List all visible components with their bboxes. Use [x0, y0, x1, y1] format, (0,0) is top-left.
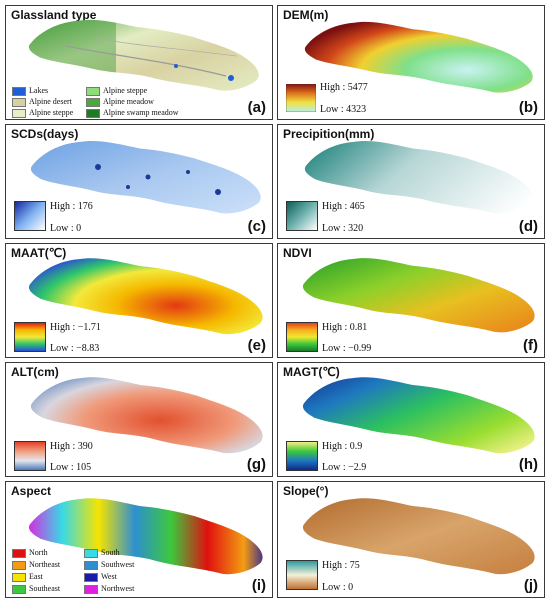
panel-label: (h) — [518, 456, 538, 473]
legend-high: High : 0.81 — [322, 322, 368, 333]
grassland-map — [28, 19, 259, 91]
legend-ramp — [286, 560, 318, 590]
legend-item: Alpine desert — [12, 97, 72, 107]
panel-precipitation: Precipition(mm) High : 465 Low : 320 (d) — [277, 124, 545, 239]
legend-ramp — [14, 441, 46, 471]
legend-high: High : 75 — [322, 560, 360, 571]
panel-ndvi: NDVI High : 0.81 Low : −0.99 (f) — [277, 243, 545, 358]
panel-title: Slope(°) — [283, 484, 329, 498]
legend-item: Southwest — [84, 560, 134, 570]
panel-title: MAAT(℃) — [11, 246, 67, 260]
legend-item: South — [84, 548, 120, 558]
legend-item: Alpine steppe — [12, 108, 73, 118]
scds-map — [30, 141, 261, 214]
panel-label: (f) — [523, 337, 538, 354]
panel-label: (c) — [247, 218, 266, 235]
panel-label: (e) — [247, 337, 266, 354]
panel-title: SCDs(days) — [11, 127, 79, 141]
slope-map — [302, 498, 535, 575]
legend-item: Northwest — [84, 584, 134, 594]
legend-high: High : 0.9 — [322, 441, 363, 452]
legend-high: High : 5477 — [320, 82, 368, 93]
legend-item: Lakes — [12, 86, 48, 96]
precipitation-map — [304, 141, 533, 214]
legend-low: Low : 4323 — [320, 104, 367, 115]
legend-item: East — [12, 572, 43, 582]
legend-ramp — [286, 441, 318, 471]
panel-title: DEM(m) — [283, 8, 329, 22]
legend-ramp — [286, 322, 318, 352]
legend-low: Low : 0 — [322, 582, 354, 593]
panel-dem: DEM(m) High : 5477 Low : 4323 (b) — [277, 5, 545, 120]
ndvi-map — [302, 258, 535, 333]
legend-low: Low : −0.99 — [322, 343, 372, 354]
legend-low: Low : 105 — [50, 462, 92, 473]
legend-high: High : 176 — [50, 201, 93, 212]
panel-label: (d) — [518, 218, 538, 235]
legend-low: Low : 0 — [50, 223, 82, 234]
legend-high: High : 465 — [322, 201, 365, 212]
alt-map — [30, 377, 263, 454]
legend-item: West — [84, 572, 117, 582]
legend-item: North — [12, 548, 48, 558]
panel-title: ALT(cm) — [11, 365, 59, 379]
panel-alt: ALT(cm) High : 390 Low : 105 (g) — [5, 362, 273, 477]
panel-title: MAGT(℃) — [283, 365, 340, 379]
panel-title: NDVI — [283, 246, 312, 260]
legend-ramp — [286, 84, 316, 112]
legend-item: Northeast — [12, 560, 60, 570]
panel-label: (b) — [518, 99, 538, 116]
legend-item: Alpine swamp meadow — [86, 108, 179, 118]
panel-title: Aspect — [11, 484, 52, 498]
maat-map — [28, 258, 263, 335]
panel-title: Precipition(mm) — [283, 127, 375, 141]
legend-low: Low : −8.83 — [50, 343, 100, 354]
panel-label: (j) — [523, 577, 538, 594]
panel-label: (i) — [251, 577, 266, 594]
legend-low: Low : 320 — [322, 223, 364, 234]
legend-high: High : 390 — [50, 441, 93, 452]
panel-label: (g) — [246, 456, 266, 473]
magt-map — [302, 377, 535, 454]
panel-title: Glassland type — [11, 8, 97, 22]
legend-item: Alpine meadow — [86, 97, 154, 107]
panel-magt: MAGT(℃) High : 0.9 Low : −2.9 (h) — [277, 362, 545, 477]
legend-item: Alpine steppe — [86, 86, 147, 96]
legend-item: Southeast — [12, 584, 60, 594]
legend-low: Low : −2.9 — [322, 462, 367, 473]
legend-high: High : −1.71 — [50, 322, 101, 333]
panel-maat: MAAT(℃) High : −1.71 Low : −8.83 (e) — [5, 243, 273, 358]
dem-map — [304, 21, 533, 93]
aspect-map — [28, 498, 263, 575]
panel-label: (a) — [247, 99, 266, 116]
legend-ramp — [286, 201, 318, 231]
legend-ramp — [14, 322, 46, 352]
panel-aspect: Aspect North Northeast East Southeast So… — [5, 481, 273, 598]
panel-slope: Slope(°) High : 75 Low : 0 (j) — [277, 481, 545, 598]
legend-ramp — [14, 201, 46, 231]
panel-scds: SCDs(days) High : 176 Low : 0 (c) — [5, 124, 273, 239]
panel-grassland-type: Glassland type Lakes Alpine desert Alpin… — [5, 5, 273, 120]
